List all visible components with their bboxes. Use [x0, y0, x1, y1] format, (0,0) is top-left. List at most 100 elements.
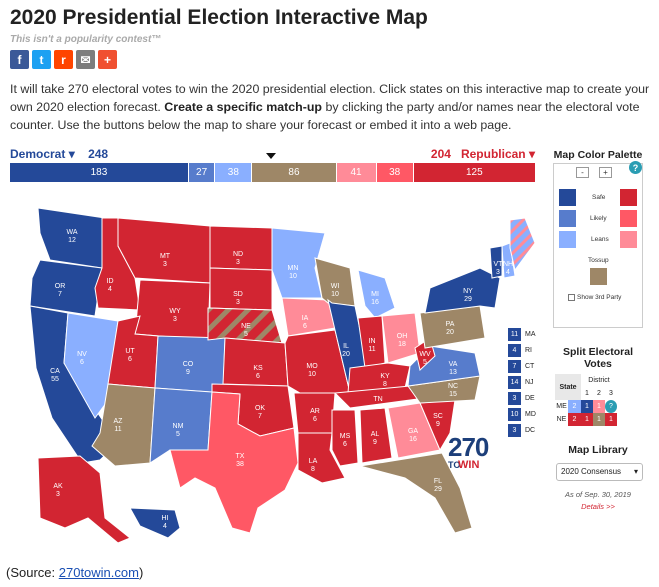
- small-state-ev-box[interactable]: 3: [508, 424, 521, 437]
- map-library-details-link[interactable]: Details >>: [581, 502, 615, 511]
- state-ev-label: 16: [409, 436, 417, 443]
- small-state-ev-box[interactable]: 3: [508, 392, 521, 405]
- state-ia[interactable]: [281, 297, 336, 337]
- state-hi[interactable]: [129, 507, 181, 539]
- small-state-dc[interactable]: 3 DC: [508, 423, 536, 438]
- swatch-tossup[interactable]: [590, 268, 607, 285]
- palette-label-tossup: Tossup: [588, 257, 609, 264]
- state-abbr-label: MO: [306, 363, 318, 370]
- state-nd[interactable]: [209, 225, 273, 271]
- state-abbr-label: MI: [371, 291, 379, 298]
- state-mt[interactable]: [117, 217, 211, 284]
- map-library-date: As of Sep. 30, 2019: [565, 490, 631, 499]
- split-help-icon[interactable]: ?: [605, 400, 617, 413]
- state-ky[interactable]: [347, 362, 411, 394]
- source-link[interactable]: 270towin.com: [58, 565, 139, 580]
- democrat-party-selector[interactable]: Democrat ▾: [10, 147, 75, 161]
- split-me-district-2[interactable]: 1: [593, 400, 605, 413]
- electoral-vote-bar: 183 27 38 86 41 38 125: [10, 163, 536, 182]
- state-ev-label: 29: [464, 296, 472, 303]
- state-me[interactable]: [509, 217, 536, 272]
- state-abbr-label: VT: [494, 261, 504, 268]
- twitter-share-button[interactable]: t: [32, 50, 51, 69]
- state-ev-label: 5: [423, 359, 427, 366]
- state-ev-label: 20: [446, 329, 454, 336]
- small-state-ma[interactable]: 11 MA: [508, 327, 536, 342]
- state-ev-label: 3: [163, 261, 167, 268]
- state-ev-label: 3: [236, 259, 240, 266]
- small-state-md[interactable]: 10 MD: [508, 407, 536, 422]
- state-abbr-label: NM: [173, 423, 184, 430]
- state-abbr-label: IN: [369, 338, 376, 345]
- state-al[interactable]: [359, 407, 393, 464]
- state-ev-label: 12: [68, 237, 76, 244]
- facebook-share-button[interactable]: f: [10, 50, 29, 69]
- small-state-ev-box[interactable]: 4: [508, 344, 521, 357]
- split-ne-statewide[interactable]: 2: [568, 413, 581, 426]
- state-nh[interactable]: [501, 242, 516, 279]
- state-wi[interactable]: [314, 257, 356, 307]
- state-ev-label: 3: [173, 316, 177, 323]
- 270-marker-icon: [266, 153, 276, 159]
- logo-win: WIN: [458, 459, 480, 471]
- ev-bar-segment: 86: [252, 163, 337, 182]
- swatch-lean-dem[interactable]: [559, 231, 576, 248]
- state-ev-label: 6: [343, 441, 347, 448]
- logo-to: TO: [448, 460, 461, 470]
- state-abbr-label: OR: [55, 283, 66, 290]
- 270towin-logo[interactable]: 270 TO WIN: [448, 432, 489, 471]
- small-state-ct[interactable]: 7 CT: [508, 359, 536, 374]
- small-state-label: MD: [525, 411, 536, 418]
- swatch-lean-rep[interactable]: [620, 231, 637, 248]
- state-ev-label: 6: [128, 356, 132, 363]
- state-ev-label: 3: [496, 269, 500, 276]
- small-state-ev-box[interactable]: 7: [508, 360, 521, 373]
- share-button-row: f t r ✉ +: [10, 50, 117, 69]
- state-abbr-label: CO: [183, 361, 194, 368]
- swatch-safe-dem[interactable]: [559, 189, 576, 206]
- state-abbr-label: IA: [302, 315, 309, 322]
- map-library-select[interactable]: 2020 Consensus ▾: [556, 463, 643, 481]
- state-sd[interactable]: [209, 267, 273, 311]
- swatch-likely-rep[interactable]: [620, 210, 637, 227]
- split-ne-district-3[interactable]: 1: [605, 413, 617, 426]
- split-ne-district-2[interactable]: 1: [593, 413, 605, 426]
- small-state-nj[interactable]: 14 NJ: [508, 375, 536, 390]
- checkbox-icon[interactable]: [568, 294, 575, 301]
- state-vt[interactable]: [489, 245, 503, 279]
- us-map: WA 12 OR 7 CA 55 NV 6 ID 4 MT 3 WY 3 UT 6 AZ 11 CO 9 NM 5 ND 3 S…: [10, 188, 540, 560]
- state-ny[interactable]: [424, 267, 501, 314]
- small-state-label: DC: [525, 427, 536, 434]
- swatch-likely-dem[interactable]: [559, 210, 576, 227]
- source-prefix: (Source:: [6, 565, 59, 580]
- state-fl[interactable]: [359, 452, 473, 534]
- small-state-ev-box[interactable]: 11: [508, 328, 521, 341]
- state-ak[interactable]: [37, 455, 131, 544]
- small-state-ev-box[interactable]: 10: [508, 408, 521, 421]
- palette-label-leans: Leans: [591, 236, 609, 243]
- small-state-ev-box[interactable]: 14: [508, 376, 521, 389]
- reddit-share-button[interactable]: r: [54, 50, 73, 69]
- state-ev-label: 11: [368, 346, 375, 353]
- email-share-button[interactable]: ✉: [76, 50, 95, 69]
- palette-minus-button[interactable]: -: [576, 167, 589, 178]
- more-share-button[interactable]: +: [98, 50, 117, 69]
- split-me-statewide[interactable]: 2: [568, 400, 581, 413]
- state-ms[interactable]: [331, 409, 359, 467]
- palette-help-icon[interactable]: ?: [629, 161, 642, 174]
- state-wa[interactable]: [37, 207, 106, 269]
- swatch-safe-rep[interactable]: [620, 189, 637, 206]
- palette-plus-button[interactable]: +: [599, 167, 612, 178]
- small-state-de[interactable]: 3 DE: [508, 391, 536, 406]
- republican-party-selector[interactable]: Republican ▾: [460, 147, 535, 161]
- show-3rd-party-toggle[interactable]: Show 3rd Party: [568, 294, 621, 301]
- state-ev-label: 4: [108, 286, 112, 293]
- state-ev-label: 13: [449, 369, 457, 376]
- state-nv[interactable]: [63, 312, 119, 419]
- split-ne-district-1[interactable]: 1: [581, 413, 593, 426]
- state-or[interactable]: [29, 259, 103, 317]
- state-tx[interactable]: [169, 391, 299, 534]
- split-me-district-1[interactable]: 1: [581, 400, 593, 413]
- small-state-ri[interactable]: 4 RI: [508, 343, 536, 358]
- state-mi[interactable]: [357, 269, 396, 319]
